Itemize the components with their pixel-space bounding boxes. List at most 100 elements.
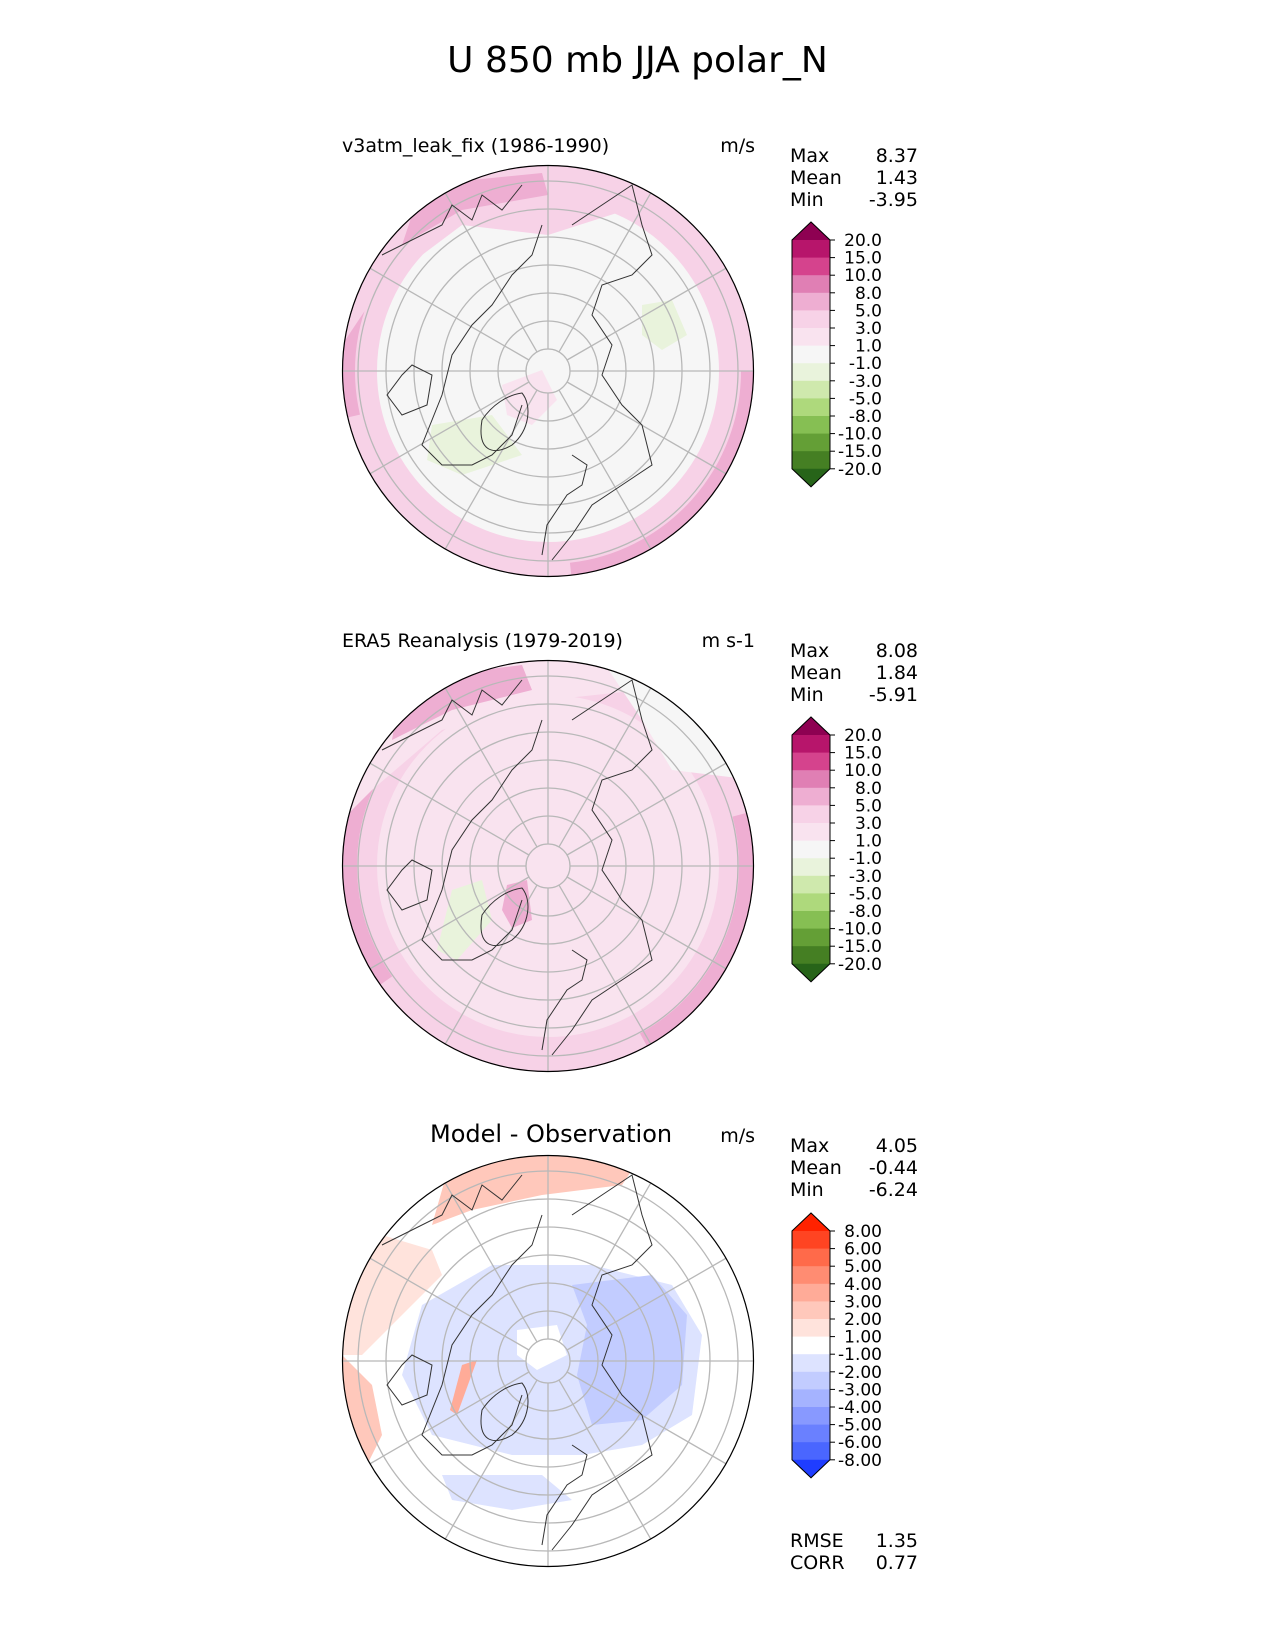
meridian-line (558, 1379, 652, 1540)
meridian-line (369, 876, 530, 970)
colorbar-cell (792, 1283, 830, 1302)
colorbar-tick-label: -10.0 (838, 920, 882, 940)
colorbar-tick-label: 20.0 (844, 231, 882, 251)
colorbar-tick-label: 10.0 (844, 761, 882, 781)
colorbar-cell (792, 292, 830, 311)
colorbar-cell (792, 1231, 830, 1250)
colorbar-cell (792, 363, 830, 382)
colorbar-extend-top (792, 1213, 830, 1231)
stat-max: Max 8.08 (790, 640, 918, 662)
colorbar-tick-label: 15.0 (844, 744, 882, 764)
polar-map-model (341, 164, 755, 578)
meridian-line (369, 1371, 530, 1465)
graticule (342, 165, 754, 577)
colorbar-cell (792, 416, 830, 435)
colorbar-tick-label: -8.0 (849, 902, 882, 922)
coastline-east (541, 679, 653, 1056)
field-region (642, 300, 687, 350)
colorbar-tick-label: 15.0 (844, 249, 882, 269)
meridian-line (444, 1182, 538, 1343)
coastline-west (381, 1174, 543, 1456)
colorbar-tick-label: -5.0 (849, 389, 882, 409)
colorbar-tick-label: 1.0 (855, 832, 882, 852)
colorbar-extend-top (792, 222, 830, 240)
meridian-line (444, 389, 538, 550)
colorbar-tick-label: 3.0 (855, 814, 882, 834)
coastline-west (381, 184, 543, 466)
colorbar-cell (792, 805, 830, 824)
colorbar-tick-label: 8.00 (844, 1222, 882, 1242)
colorbar-tick-label: 5.0 (855, 301, 882, 321)
meridian-line (566, 381, 727, 475)
stat-max: Max 4.05 (790, 1135, 918, 1157)
meridian-line (566, 267, 727, 361)
colorbar-cell (792, 1319, 830, 1338)
meridian-line (369, 762, 530, 856)
graticule (342, 660, 754, 1072)
colorbar-cell (792, 1266, 830, 1285)
stats-block: Max 8.37 Mean 1.43 Min -3.95 (790, 145, 918, 211)
coastlines (381, 679, 653, 1056)
colorbar-tick-label: -8.00 (838, 1451, 882, 1471)
colorbar-tick-label: 3.0 (855, 319, 882, 339)
stat-min: Min -6.24 (790, 1179, 918, 1201)
stat-mean: Mean 1.43 (790, 167, 918, 189)
graticule (342, 1155, 754, 1567)
colorbar-extend-bottom (792, 468, 830, 487)
coastline-east (541, 184, 653, 561)
colorbar-cell (792, 1442, 830, 1461)
meridian-line (566, 762, 727, 856)
colorbar-cell (792, 1336, 830, 1355)
stat-rmse: RMSE 1.35 (790, 1530, 918, 1552)
meridian-line (558, 884, 652, 1045)
colorbar-cell (792, 875, 830, 894)
colorbar-tick-label: 6.00 (844, 1240, 882, 1260)
stats-block: Max 8.08 Mean 1.84 Min -5.91 (790, 640, 918, 706)
colorbar-tick-label: -3.00 (838, 1380, 882, 1400)
colorbar-cell (792, 257, 830, 276)
colorbar-tick-label: -1.00 (838, 1345, 882, 1365)
colorbar-cell (792, 946, 830, 965)
colorbar-cell (792, 893, 830, 912)
meridian-line (444, 1379, 538, 1540)
colorbar-cell (792, 752, 830, 771)
panel-units: m/s (720, 135, 755, 157)
coastline-greenland (480, 392, 529, 452)
field-region (517, 1325, 567, 1370)
colorbar-cell (792, 398, 830, 417)
colorbar-cell (792, 911, 830, 930)
meridian-line (369, 267, 530, 361)
colorbar-extend-top (792, 717, 830, 735)
colorbar-cell (792, 1354, 830, 1373)
polar-map-obs (341, 659, 755, 1073)
colorbar-tick-label: -6.00 (838, 1433, 882, 1453)
field-region (442, 1475, 572, 1510)
meridian-line (566, 876, 727, 970)
colorbar-cell (792, 928, 830, 947)
colorbar-cell (792, 1389, 830, 1408)
stat-mean: Mean 1.84 (790, 662, 918, 684)
panel-title: v3atm_leak_fix (1986-1990) (342, 135, 610, 157)
colorbar-cell (792, 1248, 830, 1267)
colorbar-tick-label: 3.00 (844, 1292, 882, 1312)
meridian-line (444, 687, 538, 848)
meridian-line (566, 1257, 727, 1351)
meridian-line (558, 687, 652, 848)
stats-block: Max 4.05 Mean -0.44 Min -6.24 (790, 1135, 918, 1201)
coastline-west (381, 679, 543, 961)
colorbar-cell (792, 451, 830, 470)
map-border (341, 659, 755, 1073)
colorbar-cell (792, 240, 830, 259)
colorbar-tick-label: 8.0 (855, 284, 882, 304)
coastlines (381, 1174, 653, 1551)
colorbar-cell (792, 1371, 830, 1390)
colorbar-tick-label: -10.0 (838, 425, 882, 445)
colorbar-cell (792, 735, 830, 754)
meridian-line (558, 1182, 652, 1343)
colorbar-tick-label: 1.0 (855, 337, 882, 357)
colorbar-cell (792, 1407, 830, 1426)
map-border (341, 1154, 755, 1568)
meridian-line (566, 1371, 727, 1465)
coastline-east (541, 1174, 653, 1551)
field-region (450, 1360, 477, 1415)
